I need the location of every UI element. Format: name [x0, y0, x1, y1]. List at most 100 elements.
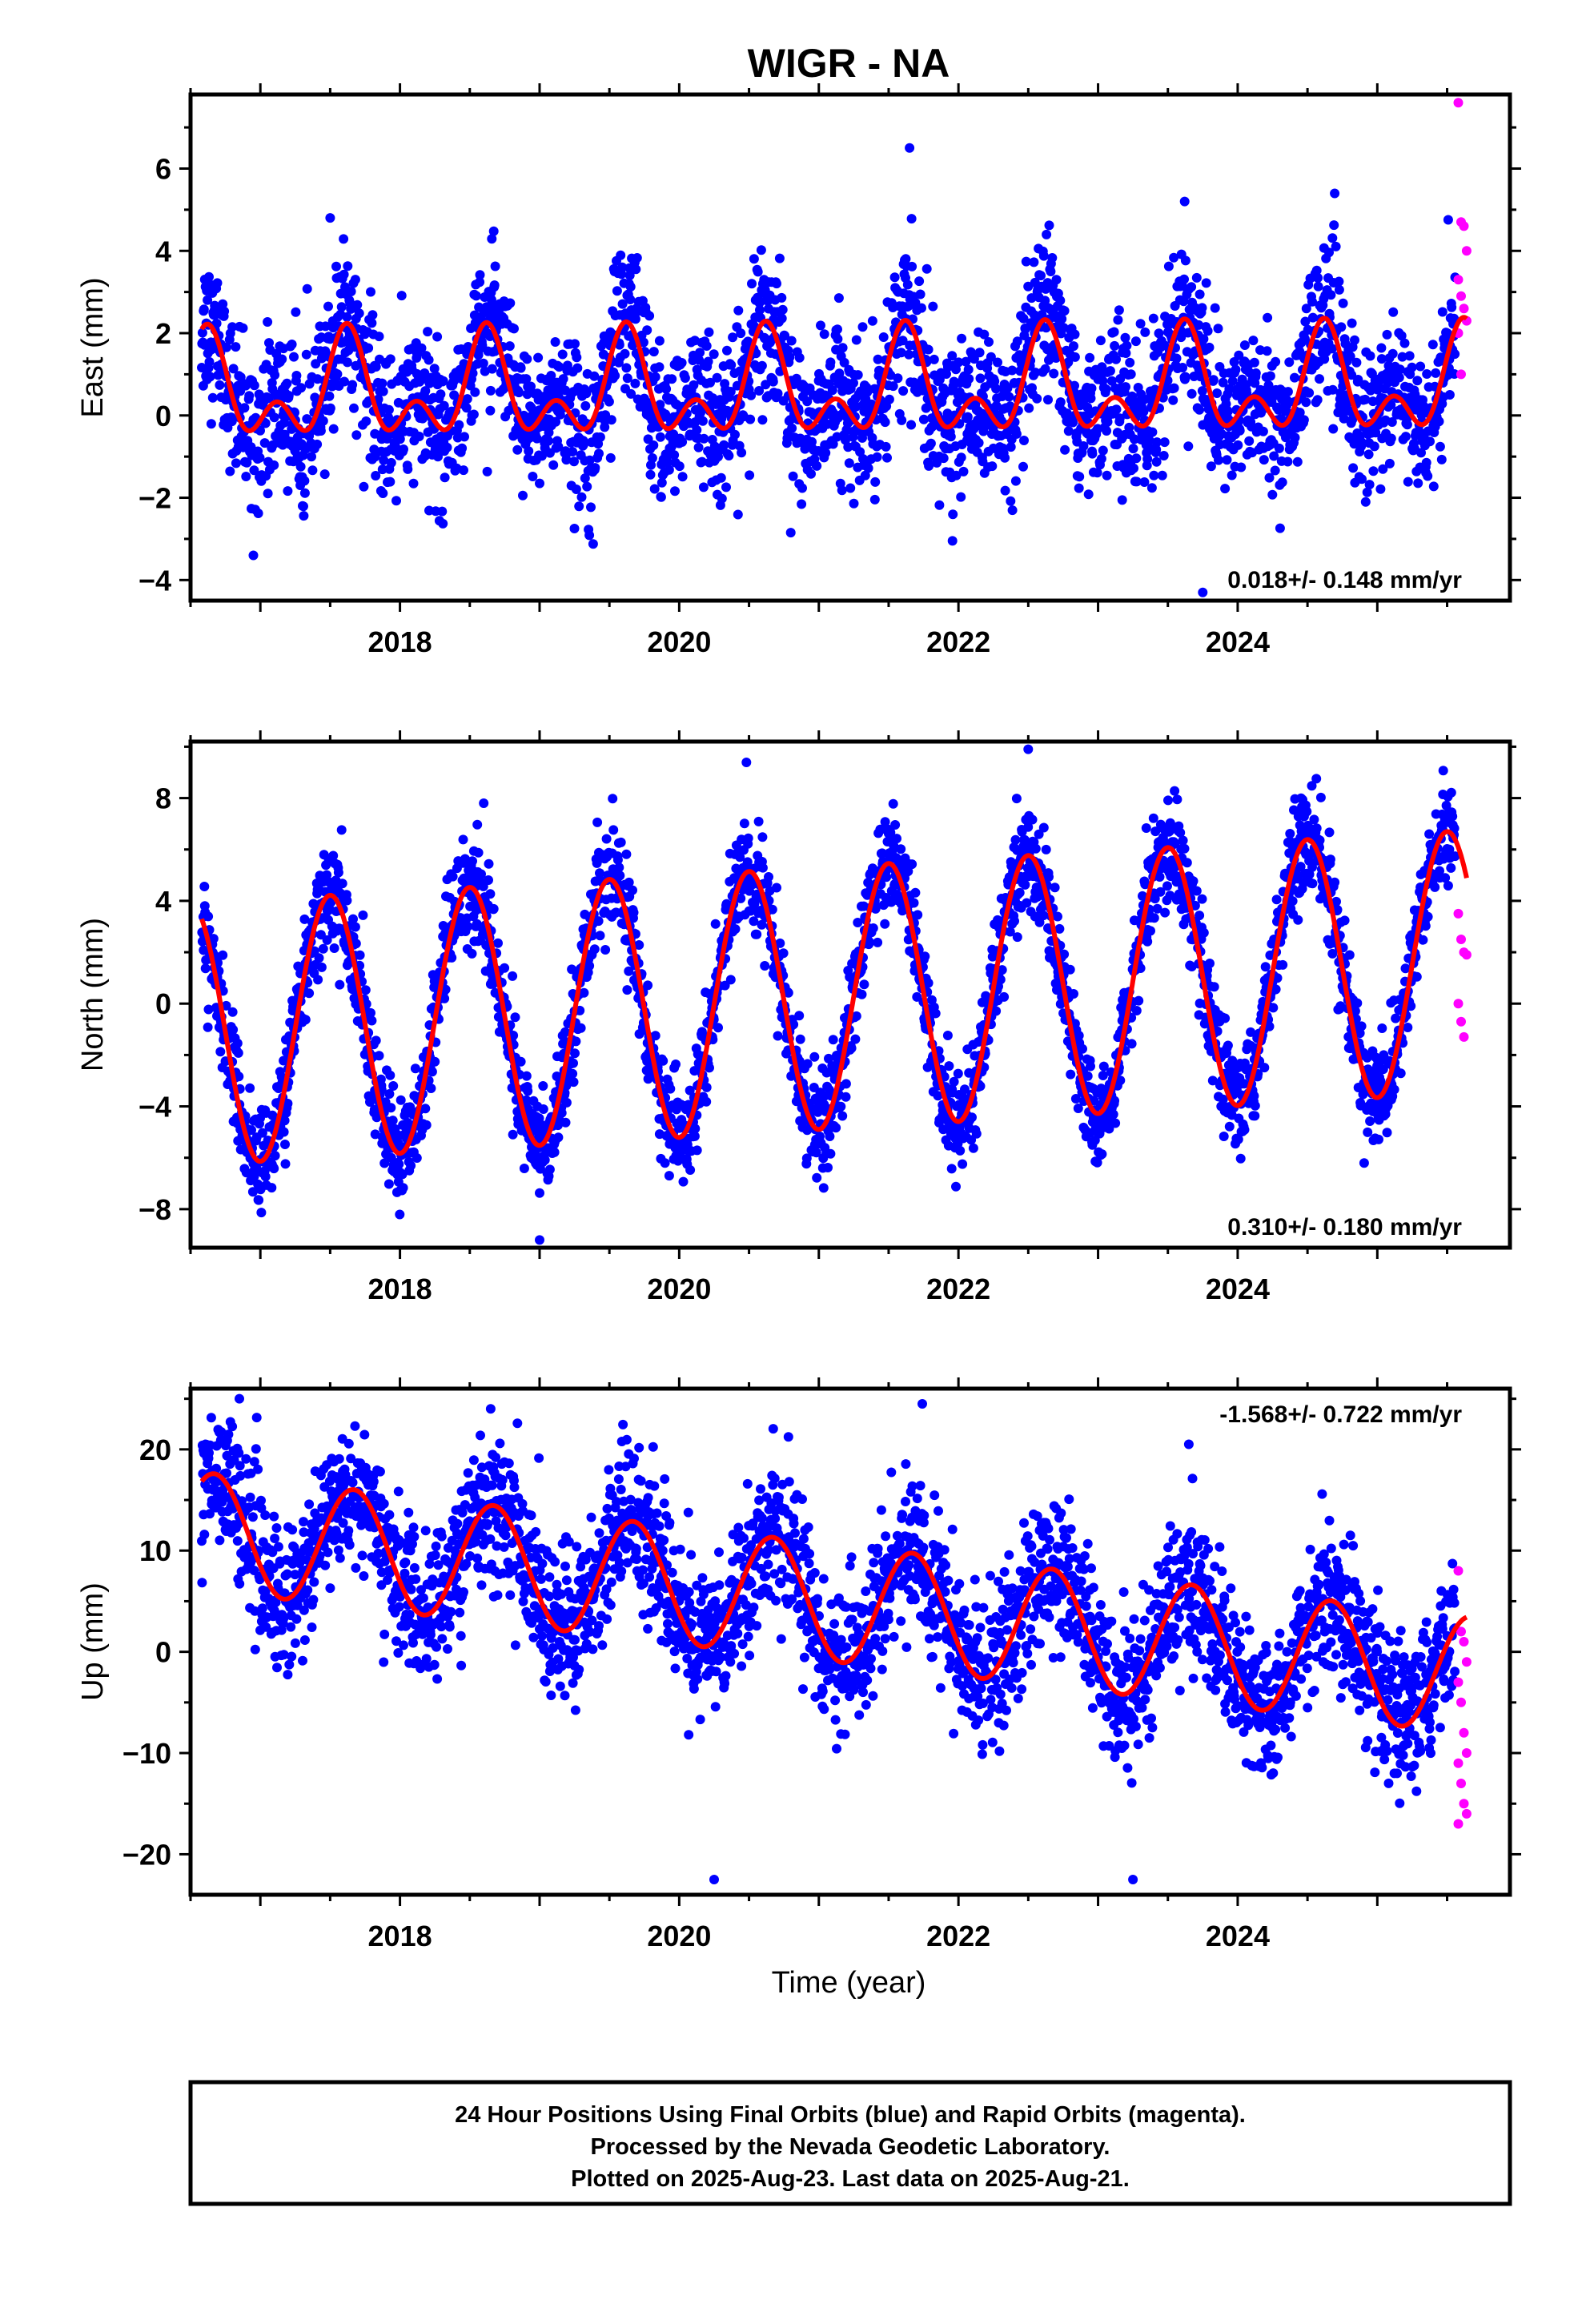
east-final-point [907, 261, 917, 271]
east-final-point [1038, 251, 1049, 261]
east-final-point [1106, 376, 1117, 386]
east-final-point [580, 473, 590, 484]
east-final-point [339, 234, 349, 244]
east-final-point [1368, 466, 1379, 476]
east-y-tick-label: −2 [139, 482, 171, 515]
east-final-point [1330, 188, 1340, 199]
north-final-point [447, 952, 457, 963]
east-final-point [488, 226, 499, 236]
east-final-point [757, 415, 768, 425]
east-final-point [947, 351, 958, 361]
east-final-point [719, 440, 729, 450]
east-final-point [1055, 397, 1066, 408]
north-final-point [823, 1163, 833, 1172]
east-final-point [504, 341, 515, 352]
east-final-point [732, 380, 742, 391]
east-final-point [436, 389, 446, 400]
east-final-point [1151, 444, 1162, 455]
east-final-point [733, 509, 743, 520]
east-final-point [319, 469, 330, 480]
north-final-point [394, 1159, 404, 1169]
east-final-point [1284, 357, 1295, 368]
north-final-point [896, 844, 906, 854]
east-final-point [342, 357, 352, 368]
east-rapid-point [1461, 246, 1472, 256]
north-final-point [1011, 794, 1022, 804]
east-final-point [1086, 393, 1096, 404]
east-final-point [295, 461, 306, 472]
north-final-point [873, 937, 883, 947]
east-final-point [909, 377, 919, 388]
east-final-point [205, 372, 215, 382]
east-final-point [1382, 329, 1392, 340]
east-final-point [1292, 456, 1303, 467]
east-final-point [979, 329, 990, 340]
east-x-tick-label: 2018 [368, 625, 432, 658]
east-final-point [263, 317, 273, 327]
north-final-point [234, 1072, 244, 1082]
north-final-point [208, 934, 219, 944]
east-final-point [1000, 485, 1010, 496]
east-final-point [1311, 265, 1322, 275]
north-final-point [749, 916, 759, 927]
east-final-point [211, 318, 222, 328]
north-final-point [910, 887, 921, 898]
east-final-point [1138, 407, 1149, 416]
north-final-point [608, 825, 619, 835]
north-final-point [203, 911, 214, 922]
east-final-point [416, 343, 427, 353]
east-final-point [521, 374, 532, 384]
north-final-point [410, 1063, 420, 1074]
north-final-point [685, 1085, 695, 1096]
north-final-point [318, 943, 328, 954]
east-final-point [363, 343, 374, 353]
east-final-point [857, 322, 868, 332]
north-final-point [951, 1181, 961, 1192]
east-final-point [957, 333, 967, 344]
east-final-point [785, 528, 796, 538]
east-final-point [351, 430, 362, 440]
east-final-point [956, 452, 966, 463]
east-final-point [367, 310, 378, 320]
north-final-point [280, 1140, 290, 1149]
east-final-point [1264, 472, 1275, 483]
north-final-point [757, 862, 768, 873]
east-final-point [269, 412, 279, 423]
north-final-point [538, 1081, 548, 1091]
north-final-point [595, 931, 605, 941]
east-final-point [225, 466, 235, 476]
east-x-tick-label: 2024 [1206, 625, 1270, 658]
east-final-point [812, 460, 822, 471]
east-final-point [726, 360, 737, 370]
north-final-point [448, 871, 458, 882]
east-final-point [1179, 196, 1190, 207]
east-rapid-point [1456, 369, 1466, 380]
east-final-point [331, 261, 341, 271]
east-final-point [1223, 406, 1233, 416]
east-final-point [777, 304, 788, 315]
east-final-point [1140, 327, 1150, 337]
east-final-point [1267, 489, 1278, 500]
east-final-point [888, 381, 898, 392]
east-axis-label: East (mm) [76, 277, 110, 417]
east-final-point [1197, 386, 1207, 396]
east-final-point [457, 443, 468, 453]
north-final-point [371, 1035, 381, 1046]
east-final-point [1151, 456, 1162, 467]
east-final-point [954, 357, 964, 368]
east-final-point [347, 380, 358, 390]
east-final-point [582, 481, 592, 492]
east-final-point [1258, 426, 1268, 436]
north-final-point [741, 758, 752, 767]
east-final-point [768, 376, 778, 387]
east-final-point [546, 371, 556, 380]
east-final-point [553, 441, 564, 452]
east-final-point [1111, 354, 1121, 364]
east-final-point [299, 476, 310, 486]
north-final-point [335, 979, 345, 990]
east-final-point [802, 396, 813, 407]
east-final-point [461, 403, 472, 413]
east-final-point [468, 368, 478, 379]
north-final-point [385, 1070, 396, 1080]
east-final-point [777, 292, 787, 303]
